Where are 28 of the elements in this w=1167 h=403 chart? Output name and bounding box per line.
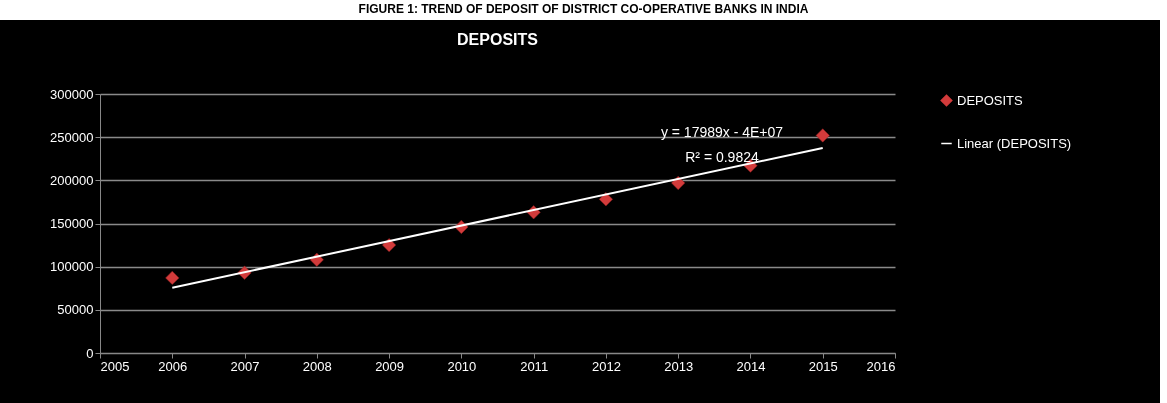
legend-label: Linear (DEPOSITS) <box>957 135 1072 151</box>
point <box>165 270 180 285</box>
x-tick-label: 2009 <box>375 358 405 374</box>
x-tick-label: 2016 <box>866 358 896 374</box>
x-tick-label: 2015 <box>808 358 838 374</box>
x-tick-label: 2014 <box>736 358 766 374</box>
x-tick-label: 2006 <box>158 358 188 374</box>
x-tick-label: 2010 <box>447 358 477 374</box>
x-tick-label: 2011 <box>520 358 549 374</box>
x-tick-label: 2005 <box>100 358 130 374</box>
chart-subtitle: DEPOSITS <box>457 31 539 48</box>
annotation: R² = 0.9824 <box>685 149 759 165</box>
legend-label: DEPOSITS <box>957 92 1024 108</box>
y-tick-label: 0 <box>86 345 94 361</box>
point <box>815 128 830 143</box>
y-tick-label: 200000 <box>50 172 94 188</box>
y-tick-label: 150000 <box>50 216 94 231</box>
annotation: y = 17989x - 4E+07 <box>660 124 784 140</box>
x-tick-label: 2013 <box>664 358 694 374</box>
point <box>598 192 613 207</box>
y-tick-label: 250000 <box>50 129 94 145</box>
x-tick-label: 2008 <box>302 358 332 374</box>
y-tick-label: 50000 <box>57 302 94 318</box>
chart-title: FIGURE 1: TREND OF DEPOSIT OF DISTRICT CO-OPERATIVE BANKS IN INDIA <box>357 1 810 18</box>
y-tick-label: 300000 <box>50 86 94 102</box>
x-tick-label: 2012 <box>591 358 621 374</box>
y-tick-label: 100000 <box>50 259 94 275</box>
x-tick-label: 2007 <box>230 358 260 374</box>
